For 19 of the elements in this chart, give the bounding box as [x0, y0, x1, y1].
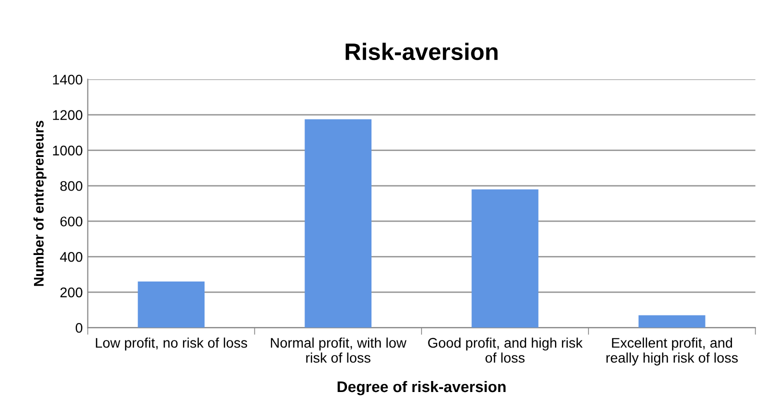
- x-tick-label: Excellent profit, and really high risk of loss: [606, 338, 738, 366]
- y-tick-label: 1000: [53, 146, 82, 156]
- chart-title: Risk-aversion: [346, 42, 498, 60]
- bar: [472, 189, 538, 328]
- x-axis-title: Degree of risk-aversion: [338, 380, 506, 396]
- bar: [138, 282, 205, 328]
- y-tick-label: 1200: [53, 110, 82, 120]
- y-axis-title: Number of entrepreneurs: [33, 120, 46, 286]
- bar: [638, 315, 706, 328]
- x-tick-label: Normal profit, with low risk of loss: [270, 338, 406, 363]
- y-tick-label: 1400: [53, 74, 82, 85]
- y-tick-label: 0: [76, 322, 82, 333]
- x-tick-label: Low profit, no risk of loss: [96, 338, 248, 351]
- x-tick-label: Good profit, and high risk of loss: [428, 338, 583, 363]
- bar: [304, 119, 372, 328]
- y-tick-label: 200: [60, 288, 82, 298]
- y-tick-label: 600: [60, 216, 82, 226]
- y-tick-label: 400: [60, 252, 82, 262]
- y-tick-label: 800: [60, 181, 82, 191]
